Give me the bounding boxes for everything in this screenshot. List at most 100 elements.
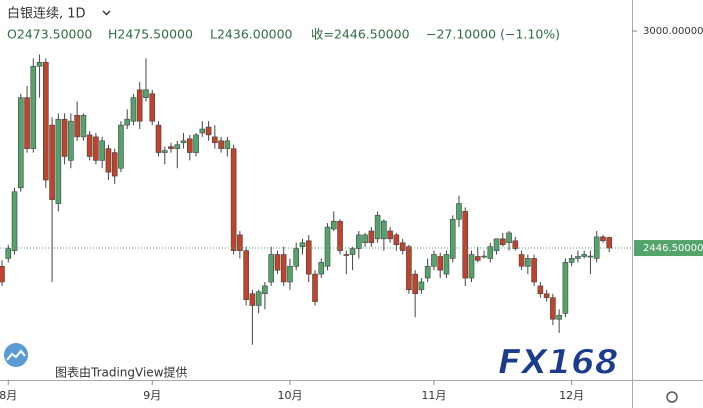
settings-icon[interactable] <box>666 391 678 403</box>
candle-body <box>349 248 356 255</box>
candle-body <box>543 293 550 298</box>
candle-body <box>474 256 481 261</box>
candle-body <box>24 97 30 149</box>
x-tick-label: 11月 <box>421 389 446 402</box>
dropdown-icon[interactable] <box>102 10 111 16</box>
candle-body <box>518 254 525 267</box>
credit: 图表由TradingView提供 <box>55 365 188 380</box>
ohlc-high: H2475.50000 <box>108 27 193 42</box>
y-tick-label: 3000.00000 <box>643 26 703 37</box>
candle-body <box>318 262 325 275</box>
candle-body <box>161 150 168 153</box>
ohlc-open: O2473.50000 <box>7 27 92 42</box>
candle-body <box>287 265 293 283</box>
last-price-box <box>634 240 703 257</box>
candle-body <box>330 220 337 230</box>
candle-body <box>243 250 249 300</box>
candle-body <box>568 258 575 263</box>
candle-body <box>556 314 562 320</box>
candle-body <box>387 230 393 240</box>
candle-body <box>393 234 400 246</box>
candle-body <box>136 89 143 122</box>
candle-body <box>255 291 262 306</box>
candle-body <box>155 124 162 153</box>
candle-body <box>293 248 300 267</box>
candle-body <box>262 285 268 295</box>
candle-body <box>437 256 444 271</box>
candle-body <box>68 120 74 161</box>
candle-body <box>205 126 212 136</box>
candle-body <box>606 237 613 249</box>
x-tick-label: 8月 <box>0 389 17 402</box>
candle-body <box>55 118 62 204</box>
candle-body <box>512 240 519 249</box>
candle-body <box>374 214 381 240</box>
candle-body <box>462 211 469 279</box>
candle-body <box>149 93 156 122</box>
logo: FX168 <box>498 343 618 383</box>
candle-body <box>487 246 494 259</box>
candle-body <box>80 114 87 138</box>
candle-body <box>381 220 387 240</box>
candle-body <box>180 140 187 144</box>
plot: 3000.00000 8月 9月 10月 11月 12月 <box>0 26 703 402</box>
candle-body <box>499 238 506 246</box>
candle-body <box>36 62 43 67</box>
candle-body <box>174 144 181 149</box>
candle-body <box>418 281 425 291</box>
candle-body <box>587 255 594 258</box>
tradingview-icon[interactable] <box>4 343 28 367</box>
candle-body <box>406 246 412 291</box>
x-tick-label: 9月 <box>143 389 161 402</box>
ohlc-close: 收=2446.50000 <box>311 27 410 42</box>
candle-body <box>249 293 256 306</box>
candle-body <box>130 97 137 122</box>
candle-body <box>368 230 375 244</box>
candle-body <box>481 255 487 258</box>
candle-body <box>412 273 418 295</box>
candle-body <box>525 258 531 267</box>
candle-body <box>61 118 68 157</box>
candle-body <box>531 258 537 283</box>
candle-body <box>449 218 456 259</box>
candle-body <box>562 262 569 314</box>
candle-body <box>86 134 93 157</box>
candle-body <box>337 220 343 251</box>
candle-body <box>312 273 318 302</box>
candle-body <box>143 89 149 98</box>
candle-body <box>93 136 99 161</box>
candle-body <box>537 285 544 295</box>
candle-body <box>550 297 556 320</box>
candle-body <box>43 62 49 181</box>
candle-body <box>443 254 450 275</box>
candle-body <box>424 265 431 279</box>
candle-body <box>230 148 237 251</box>
candle-body <box>99 140 105 161</box>
candle-body <box>399 242 406 251</box>
candle-body <box>237 234 243 251</box>
candle-body <box>168 146 174 149</box>
last-price-label: 2446.50000 <box>643 243 703 254</box>
candle-body <box>74 114 80 138</box>
candle-body <box>199 128 206 134</box>
candle-body <box>124 118 130 126</box>
candle-body <box>187 138 193 153</box>
candle-body <box>5 248 12 259</box>
candle-body <box>193 134 199 153</box>
candle-body <box>224 140 231 149</box>
candle-body <box>324 226 331 267</box>
candle-body <box>600 236 606 242</box>
symbol: 白银连续, 1D <box>7 6 86 22</box>
candle-body <box>111 152 118 177</box>
candle-body <box>11 191 18 251</box>
candle-body <box>456 203 462 220</box>
candle-body <box>118 124 124 169</box>
candle-body <box>343 254 350 256</box>
ohlc-change: −27.10000 (−1.10%) <box>426 27 560 42</box>
candle-body <box>431 254 437 267</box>
candle-body <box>105 148 112 173</box>
ohlc-low: L2436.00000 <box>210 27 293 42</box>
